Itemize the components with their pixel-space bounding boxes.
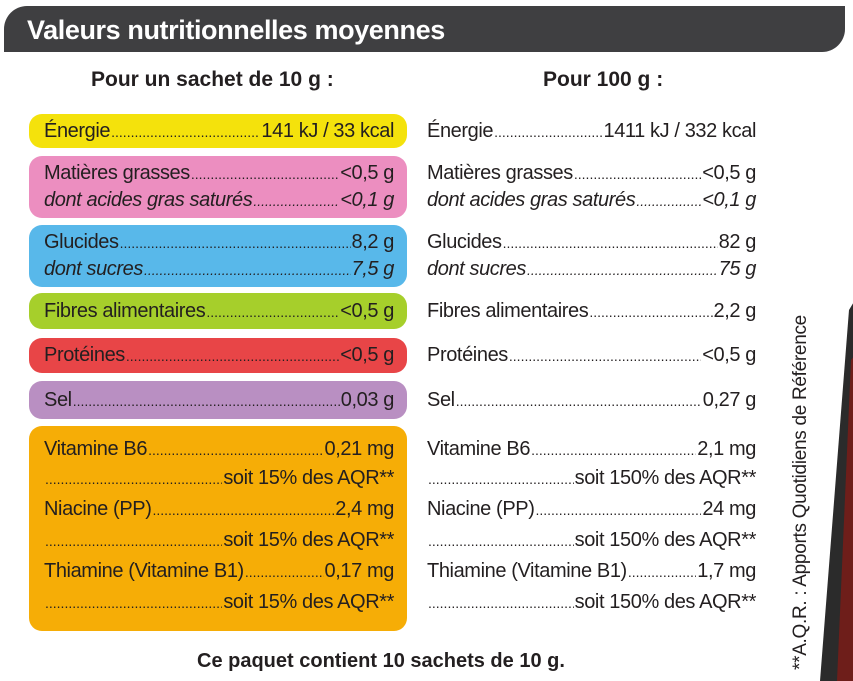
box-vitamines	[29, 426, 407, 631]
box-sel	[29, 381, 407, 419]
label-vitamine-b6: Vitamine B6	[44, 438, 148, 460]
row-fibres-100g: Fibres alimentaires ....................…	[427, 300, 757, 322]
label-vitamine-b6-100g: Vitamine B6	[427, 438, 531, 460]
label-fibres: Fibres alimentaires	[44, 300, 206, 322]
box-proteines	[29, 338, 407, 373]
value-proteines-100g: <0,5 g	[702, 344, 756, 366]
label-sucres: dont sucres	[44, 258, 143, 280]
value-energie-sachet: 141 kJ / 33 kcal	[261, 120, 394, 142]
value-sucres-sachet: 7,5 g	[351, 258, 395, 280]
value-proteines-sachet: <0,5 g	[340, 344, 394, 366]
value-fibres-100g: 2,2 g	[713, 300, 757, 322]
package-edge-decoration	[820, 303, 853, 681]
aqr-niacine-100g: soit 150% des AQR**	[574, 529, 757, 551]
row-sel-sachet: Sel ....................................…	[44, 389, 395, 411]
label-thiamine: Thiamine (Vitamine B1)	[44, 560, 244, 582]
value-glucides-100g: 82 g	[718, 231, 757, 253]
header-per-100g: Pour 100 g :	[543, 68, 664, 91]
box-matieres-grasses	[29, 156, 407, 218]
row-proteines-sachet: Protéines ..............................…	[44, 344, 394, 366]
label-niacine: Niacine (PP)	[44, 498, 152, 520]
aqr-niacine-sachet: soit 15% des AQR**	[223, 529, 394, 551]
row-thiamine-aqr-100g: ........................................…	[428, 591, 757, 613]
row-sel-100g: Sel ....................................…	[427, 389, 757, 411]
label-thiamine-100g: Thiamine (Vitamine B1)	[427, 560, 627, 582]
row-acides-gras-sachet: dont acides gras saturés ...............…	[44, 189, 394, 211]
row-thiamine-aqr-sachet: ........................................…	[45, 591, 394, 613]
value-niacine-sachet: 2,4 mg	[335, 498, 394, 520]
row-niacine-aqr-100g: ........................................…	[428, 529, 757, 551]
value-thiamine-sachet: 0,17 mg	[324, 560, 395, 582]
value-sel-sachet: 0,03 g	[340, 389, 395, 411]
row-energie-100g: Énergie ................................…	[427, 120, 756, 142]
row-vitamine-b6-aqr-sachet: ........................................…	[45, 467, 394, 489]
box-glucides	[29, 225, 407, 287]
row-glucides-sachet: Glucides ...............................…	[44, 231, 395, 253]
label-sucres-100g: dont sucres	[427, 258, 526, 280]
row-matieres-grasses-100g: Matières grasses .......................…	[427, 162, 756, 184]
row-acides-gras-100g: dont acides gras saturés ...............…	[427, 189, 756, 211]
label-glucides-100g: Glucides	[427, 231, 502, 253]
header-per-sachet: Pour un sachet de 10 g :	[91, 68, 334, 91]
title-bar: Valeurs nutritionnelles moyennes	[4, 6, 845, 52]
aqr-thiamine-sachet: soit 15% des AQR**	[223, 591, 394, 613]
row-niacine-sachet: Niacine (PP) ...........................…	[44, 498, 394, 520]
row-vitamine-b6-sachet: Vitamine B6 ............................…	[44, 438, 395, 460]
row-thiamine-100g: Thiamine (Vitamine B1) .................…	[427, 560, 756, 582]
label-matieres-grasses-100g: Matières grasses	[427, 162, 573, 184]
label-fibres-100g: Fibres alimentaires	[427, 300, 589, 322]
value-fibres-sachet: <0,5 g	[340, 300, 394, 322]
value-energie-100g: 1411 kJ / 332 kcal	[603, 120, 756, 142]
table-title: Valeurs nutritionnelles moyennes	[27, 15, 445, 45]
value-vitamine-b6-sachet: 0,21 mg	[324, 438, 395, 460]
value-acides-gras-100g: <0,1 g	[702, 189, 756, 211]
value-niacine-100g: 24 mg	[702, 498, 756, 520]
aqr-vitamine-b6-sachet: soit 15% des AQR**	[223, 467, 394, 489]
value-acides-gras-sachet: <0,1 g	[340, 189, 394, 211]
value-vitamine-b6-100g: 2,1 mg	[697, 438, 756, 460]
box-fibres	[29, 293, 407, 329]
label-glucides: Glucides	[44, 231, 119, 253]
label-sel: Sel	[44, 389, 72, 411]
package-content-note: Ce paquet contient 10 sachets de 10 g.	[197, 650, 565, 672]
label-sel-100g: Sel	[427, 389, 455, 411]
row-sucres-sachet: dont sucres ............................…	[44, 258, 395, 280]
aqr-vitamine-b6-100g: soit 150% des AQR**	[574, 467, 757, 489]
row-vitamine-b6-aqr-100g: ........................................…	[428, 467, 757, 489]
label-acides-gras-satures-100g: dont acides gras saturés	[427, 189, 636, 211]
row-proteines-100g: Protéines ..............................…	[427, 344, 756, 366]
label-acides-gras-satures: dont acides gras saturés	[44, 189, 253, 211]
value-sel-100g: 0,27 g	[702, 389, 757, 411]
value-matieres-grasses-sachet: <0,5 g	[340, 162, 394, 184]
value-thiamine-100g: 1,7 mg	[697, 560, 756, 582]
label-energie: Énergie	[44, 120, 111, 142]
row-fibres-sachet: Fibres alimentaires ....................…	[44, 300, 394, 322]
label-proteines: Protéines	[44, 344, 125, 366]
row-matieres-grasses-sachet: Matières grasses .......................…	[44, 162, 394, 184]
label-proteines-100g: Protéines	[427, 344, 508, 366]
value-matieres-grasses-100g: <0,5 g	[702, 162, 756, 184]
row-niacine-100g: Niacine (PP) ...........................…	[427, 498, 756, 520]
aqr-footnote: **A.Q.R. : Apports Quotidiens de Référen…	[790, 315, 811, 670]
box-energie	[29, 114, 407, 148]
row-glucides-100g: Glucides ...............................…	[427, 231, 757, 253]
row-thiamine-sachet: Thiamine (Vitamine B1) .................…	[44, 560, 395, 582]
aqr-thiamine-100g: soit 150% des AQR**	[574, 591, 757, 613]
value-glucides-sachet: 8,2 g	[351, 231, 395, 253]
row-sucres-100g: dont sucres ............................…	[427, 258, 757, 280]
label-energie-100g: Énergie	[427, 120, 494, 142]
label-niacine-100g: Niacine (PP)	[427, 498, 535, 520]
row-niacine-aqr-sachet: ........................................…	[45, 529, 394, 551]
row-vitamine-b6-100g: Vitamine B6 ............................…	[427, 438, 756, 460]
label-matieres-grasses: Matières grasses	[44, 162, 190, 184]
value-sucres-100g: 75 g	[718, 258, 757, 280]
row-energie-sachet: Énergie ................................…	[44, 120, 394, 142]
